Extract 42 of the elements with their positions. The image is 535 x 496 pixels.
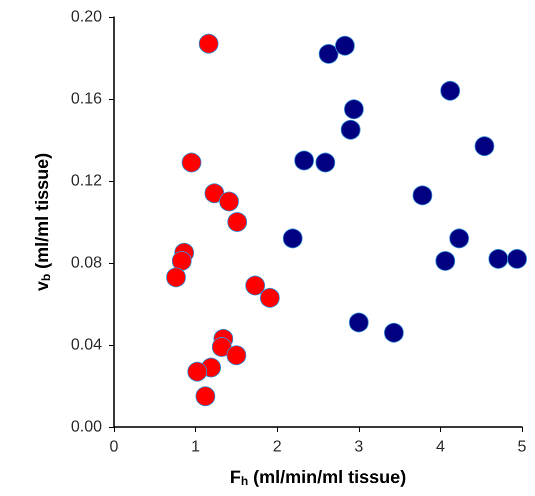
point [348, 312, 369, 332]
x-tick-label: 5 [518, 438, 527, 456]
point [294, 150, 314, 170]
x-tick-label: 3 [354, 438, 364, 456]
point [226, 345, 246, 366]
x-tick-label: 0 [110, 438, 119, 456]
point [335, 36, 355, 56]
point [260, 288, 280, 308]
point [196, 386, 216, 406]
x-tick-label: 1 [191, 438, 200, 456]
point [449, 228, 470, 248]
y-tick-label: 0.00 [70, 418, 102, 436]
point [198, 34, 219, 54]
point [318, 44, 339, 64]
point [172, 251, 192, 271]
point [282, 228, 303, 248]
x-tick-label: 4 [436, 438, 445, 456]
point [187, 362, 208, 382]
y-tick-label: 0.04 [70, 336, 102, 354]
x-tick-label: 2 [272, 438, 282, 456]
point [227, 212, 248, 232]
point [204, 183, 224, 204]
point [340, 120, 361, 140]
point [384, 322, 404, 343]
y-axis-title: vb (ml/ml tissue) [32, 152, 53, 292]
point [344, 99, 364, 120]
y-tick-label: 0.08 [70, 254, 102, 272]
y-tick-label: 0.16 [70, 90, 102, 108]
point [182, 152, 202, 172]
point [435, 251, 456, 271]
point [474, 136, 494, 156]
point [166, 267, 186, 288]
point [488, 249, 508, 269]
point [412, 185, 432, 206]
y-tick-label: 0.12 [70, 172, 102, 190]
point [219, 192, 239, 212]
point [245, 276, 266, 296]
point [507, 249, 528, 269]
point [212, 337, 232, 357]
point [440, 80, 460, 101]
y-tick-label: 0.20 [70, 8, 102, 26]
point [315, 152, 336, 172]
